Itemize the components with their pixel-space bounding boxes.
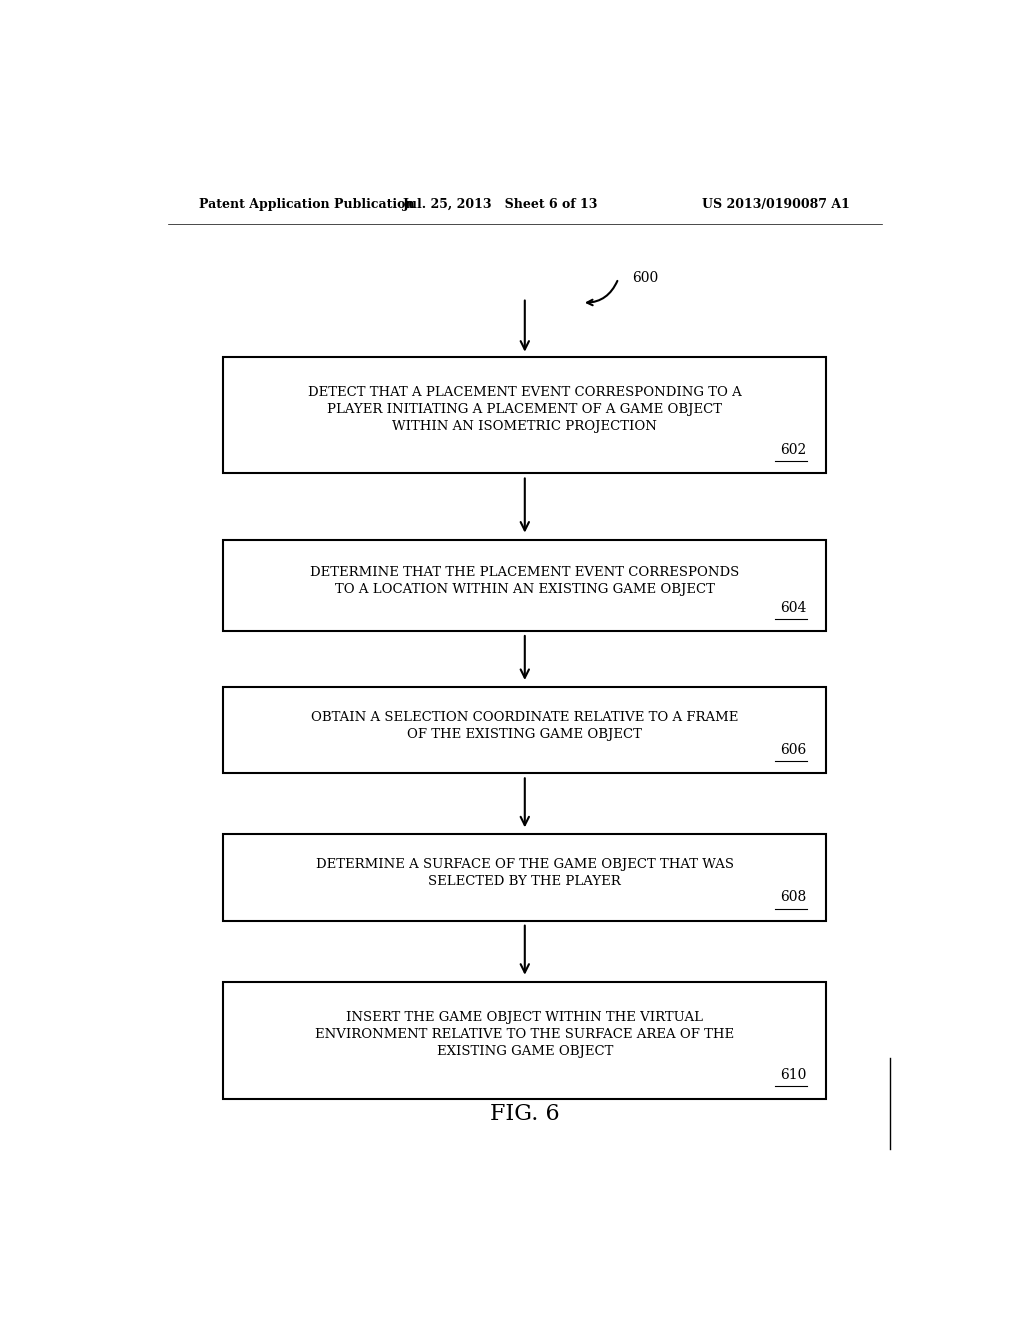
Text: DETERMINE A SURFACE OF THE GAME OBJECT THAT WAS
SELECTED BY THE PLAYER: DETERMINE A SURFACE OF THE GAME OBJECT T… bbox=[315, 858, 734, 888]
Text: 604: 604 bbox=[780, 601, 807, 615]
Text: Jul. 25, 2013   Sheet 6 of 13: Jul. 25, 2013 Sheet 6 of 13 bbox=[403, 198, 599, 211]
Text: Patent Application Publication: Patent Application Publication bbox=[200, 198, 415, 211]
Text: US 2013/0190087 A1: US 2013/0190087 A1 bbox=[702, 198, 850, 211]
Text: DETERMINE THAT THE PLACEMENT EVENT CORRESPONDS
TO A LOCATION WITHIN AN EXISTING : DETERMINE THAT THE PLACEMENT EVENT CORRE… bbox=[310, 566, 739, 595]
Text: 610: 610 bbox=[780, 1068, 807, 1082]
Text: 608: 608 bbox=[780, 891, 807, 904]
Bar bbox=[223, 982, 826, 1098]
Bar bbox=[223, 686, 826, 774]
Text: OBTAIN A SELECTION COORDINATE RELATIVE TO A FRAME
OF THE EXISTING GAME OBJECT: OBTAIN A SELECTION COORDINATE RELATIVE T… bbox=[311, 710, 738, 741]
Bar bbox=[223, 356, 826, 474]
Bar bbox=[223, 834, 826, 921]
Text: FIG. 6: FIG. 6 bbox=[490, 1102, 559, 1125]
Text: 602: 602 bbox=[780, 444, 807, 457]
Bar bbox=[223, 540, 826, 631]
Text: 606: 606 bbox=[780, 743, 807, 758]
Text: 600: 600 bbox=[632, 272, 658, 285]
Text: INSERT THE GAME OBJECT WITHIN THE VIRTUAL
ENVIRONMENT RELATIVE TO THE SURFACE AR: INSERT THE GAME OBJECT WITHIN THE VIRTUA… bbox=[315, 1011, 734, 1057]
Text: DETECT THAT A PLACEMENT EVENT CORRESPONDING TO A
PLAYER INITIATING A PLACEMENT O: DETECT THAT A PLACEMENT EVENT CORRESPOND… bbox=[308, 385, 741, 433]
